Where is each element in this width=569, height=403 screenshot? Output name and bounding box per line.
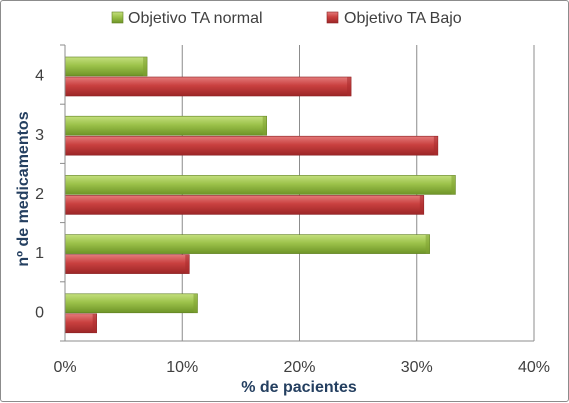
bar-edge	[451, 175, 456, 195]
y-tick-label: 3	[35, 127, 44, 144]
y-tick-label: 0	[35, 304, 44, 321]
bar-bajo-1	[64, 254, 190, 274]
x-tick-label: 0%	[53, 359, 76, 376]
x-tick-label: 10%	[166, 359, 198, 376]
bar-bajo-0	[64, 313, 97, 334]
bar-edge	[262, 116, 267, 136]
legend: Objetivo TA normal Objetivo TA Bajo	[111, 10, 462, 27]
bar-edge	[193, 293, 198, 313]
y-axis-title: nº de medicamentos	[15, 111, 32, 266]
bar-normal-2	[64, 175, 456, 195]
bar-bajo-3	[64, 135, 439, 156]
x-tick-label: 30%	[401, 359, 433, 376]
bar-edge	[185, 254, 190, 274]
bar-normal-4	[64, 56, 148, 77]
bar-normal-3	[64, 115, 267, 136]
bar-edge	[433, 136, 438, 156]
x-axis-title: % de pacientes	[241, 379, 357, 396]
bar-edge	[425, 234, 430, 254]
x-tick-label: 20%	[283, 359, 315, 376]
y-tick-label: 1	[35, 245, 44, 262]
y-tick-label: 4	[35, 68, 44, 85]
bar-normal-0	[64, 293, 198, 314]
bar-bajo-4	[64, 76, 352, 97]
legend-swatch-normal	[111, 11, 124, 24]
y-tick-label: 2	[35, 186, 44, 203]
bars	[64, 56, 456, 334]
bar-bajo-2	[64, 195, 425, 215]
bar-edge	[143, 57, 148, 76]
x-tick-label: 40%	[518, 359, 550, 376]
bar-normal-1	[64, 234, 430, 254]
legend-swatch-bajo	[326, 11, 339, 24]
axes: 0% 10% 20% 30% 40% 0 1 2 3 4	[35, 44, 550, 376]
bar-edge	[92, 313, 97, 333]
bar-edge	[347, 77, 352, 96]
legend-label-normal: Objetivo TA normal	[128, 10, 263, 27]
legend-label-bajo: Objetivo TA Bajo	[344, 10, 462, 27]
bar-edge	[419, 195, 424, 215]
